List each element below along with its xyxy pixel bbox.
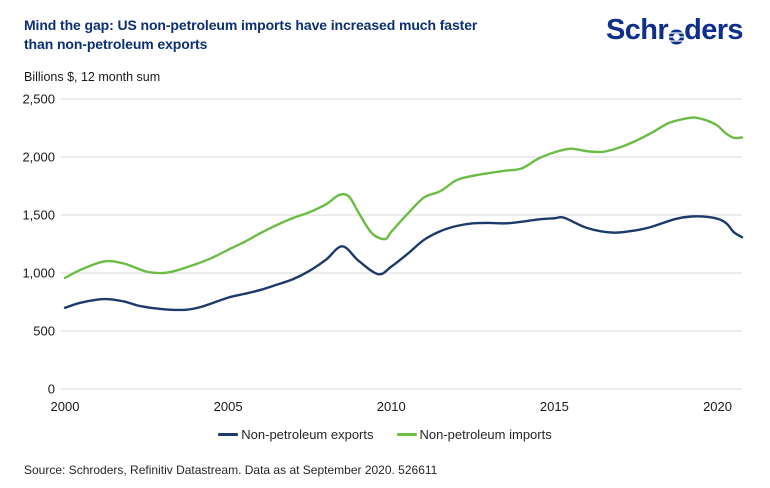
axis-unit-label: Billions $, 12 month sum (24, 70, 161, 84)
y-tick-label: 2,000 (22, 150, 55, 165)
y-tick-label: 500 (33, 324, 55, 339)
y-tick-label: 2,500 (22, 92, 55, 107)
x-tick-label: 2020 (703, 399, 732, 414)
legend-label-imports: Non-petroleum imports (419, 427, 552, 442)
x-tick-label: 2000 (51, 399, 80, 414)
legend-item-exports: Non-petroleum exports (218, 427, 374, 442)
chart-legend: Non-petroleum exports Non-petroleum impo… (0, 426, 770, 443)
legend-label-exports: Non-petroleum exports (241, 427, 374, 442)
imports-line-swatch (396, 433, 417, 436)
logo-text-right: ders (684, 14, 743, 46)
x-tick-label: 2005 (214, 399, 243, 414)
x-tick-label: 2015 (540, 399, 569, 414)
y-tick-label: 0 (48, 382, 55, 397)
y-tick-label: 1,000 (22, 266, 55, 281)
page-title-line1: Mind the gap: US non-petroleum imports h… (24, 17, 478, 33)
legend-item-imports: Non-petroleum imports (396, 427, 552, 442)
series-line-imports (63, 116, 744, 280)
series-line-exports (63, 215, 744, 312)
schroders-logo-o-icon (668, 29, 684, 45)
y-tick-label: 1,500 (22, 208, 55, 223)
logo-text-left: Schr (606, 14, 669, 46)
schroders-logo: Schr ders (606, 14, 744, 50)
source-note: Source: Schroders, Refinitiv Datastream.… (24, 463, 438, 477)
page-title-line2: than non-petroleum exports (24, 36, 208, 52)
x-tick-label: 2010 (377, 399, 406, 414)
page-title: Mind the gap: US non-petroleum imports h… (24, 16, 594, 54)
exports-line-swatch (218, 433, 239, 436)
